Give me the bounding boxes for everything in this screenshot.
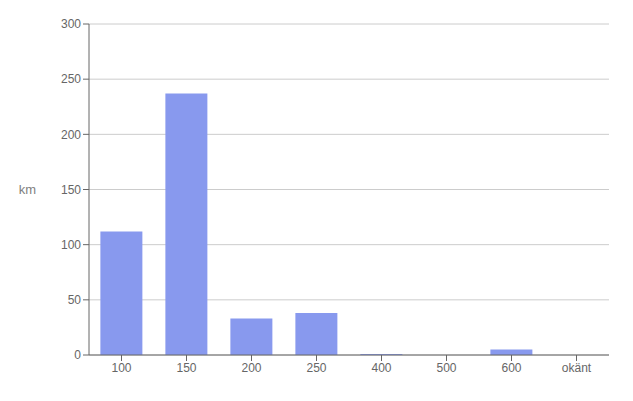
svg-text:50: 50 [68, 293, 82, 307]
svg-text:250: 250 [61, 72, 81, 86]
svg-text:600: 600 [501, 361, 521, 375]
svg-text:0: 0 [74, 348, 81, 362]
svg-text:200: 200 [61, 128, 81, 142]
svg-text:500: 500 [436, 361, 456, 375]
svg-text:okänt: okänt [562, 361, 592, 375]
svg-text:200: 200 [241, 361, 261, 375]
svg-text:100: 100 [111, 361, 131, 375]
svg-text:400: 400 [371, 361, 391, 375]
svg-text:150: 150 [176, 361, 196, 375]
svg-text:100: 100 [61, 238, 81, 252]
svg-text:150: 150 [61, 183, 81, 197]
svg-text:250: 250 [306, 361, 326, 375]
svg-text:300: 300 [61, 17, 81, 31]
svg-text:km: km [19, 182, 36, 197]
